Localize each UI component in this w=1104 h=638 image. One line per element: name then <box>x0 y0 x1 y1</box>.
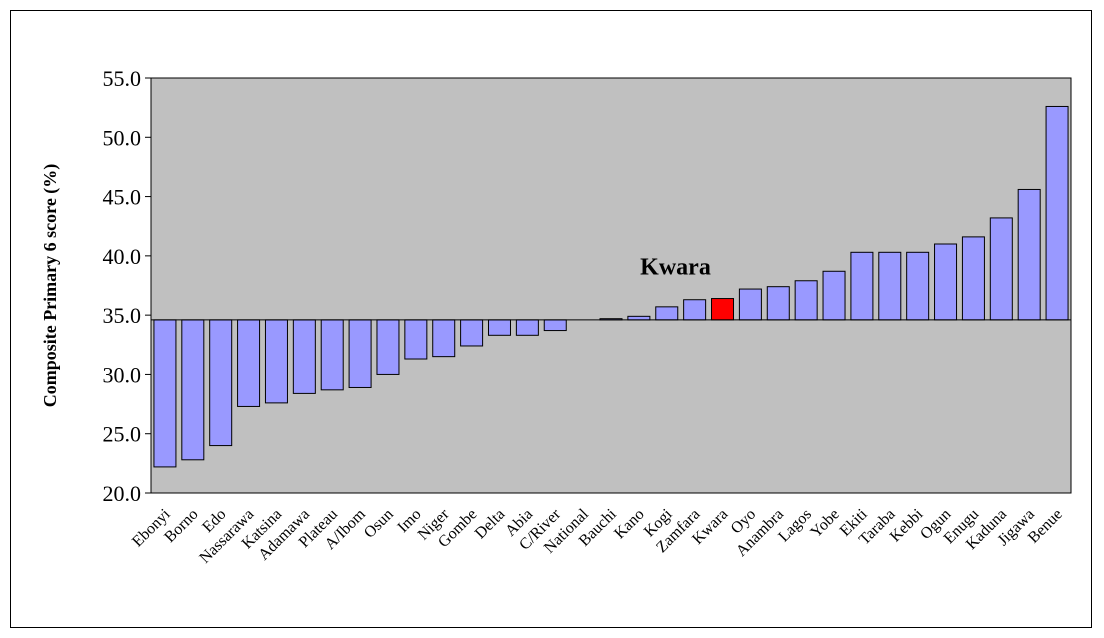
bar-ekiti <box>850 251 874 321</box>
bar-kano <box>627 315 651 321</box>
bar-abia <box>515 319 539 336</box>
bar-kogi <box>655 306 679 321</box>
y-tick-label: 45.0 <box>103 185 142 210</box>
y-axis-ticks: 20.0 25.0 30.0 35.0 40.0 45.0 50.0 55.0 <box>103 66 151 506</box>
plot-area <box>150 77 1072 494</box>
bar-kebbi <box>906 251 930 321</box>
bar-kaduna <box>989 217 1013 321</box>
y-tick-label: 55.0 <box>103 66 142 91</box>
category-label: Osun <box>361 506 397 542</box>
y-tick-label: 40.0 <box>103 244 142 269</box>
category-label: Delta <box>472 506 509 543</box>
bar-kwara <box>711 298 735 321</box>
category-label: Kano <box>611 506 648 543</box>
bar-enugu <box>961 236 985 321</box>
y-axis-label: Composite Primary 6 score (%) <box>40 164 61 408</box>
y-tick-label: 25.0 <box>103 422 142 447</box>
bar-plateau <box>320 319 344 391</box>
y-tick-label: 35.0 <box>103 303 142 328</box>
bar-gombe <box>460 319 484 347</box>
category-label: Yobe <box>807 506 842 541</box>
bar-jigawa <box>1017 188 1041 321</box>
bar-benue <box>1045 105 1069 321</box>
bar-yobe <box>822 270 846 321</box>
category-label: Lagos <box>775 506 815 546</box>
y-tick-label: 30.0 <box>103 362 142 387</box>
bar-katsina <box>264 319 288 404</box>
bar-taraba <box>878 251 902 321</box>
y-tick-label: 20.0 <box>103 481 142 506</box>
bar-ogun <box>934 243 958 321</box>
bar-nassarawa <box>237 319 261 407</box>
category-labels: EbonyiBornoEdoNassarawaKatsinaAdamawaPla… <box>129 505 1066 566</box>
bar-aibom <box>348 319 372 388</box>
bars <box>153 105 1069 468</box>
bar-anambra <box>766 286 790 321</box>
bar-delta <box>487 319 511 336</box>
bar-oyo <box>738 288 762 321</box>
bar-adamawa <box>292 319 316 394</box>
bar-criver <box>543 319 567 332</box>
bar-borno <box>181 319 205 461</box>
bar-zamfara <box>683 299 707 321</box>
bar-osun <box>376 319 400 375</box>
bar-niger <box>432 319 456 358</box>
kwara-annotation: Kwara <box>640 255 711 281</box>
category-label: Kebbi <box>887 505 927 545</box>
bar-ebonyi <box>153 319 177 468</box>
y-tick-label: 50.0 <box>103 125 142 150</box>
bar-imo <box>404 319 428 360</box>
bar-edo <box>209 319 233 447</box>
bar-lagos <box>794 280 818 321</box>
